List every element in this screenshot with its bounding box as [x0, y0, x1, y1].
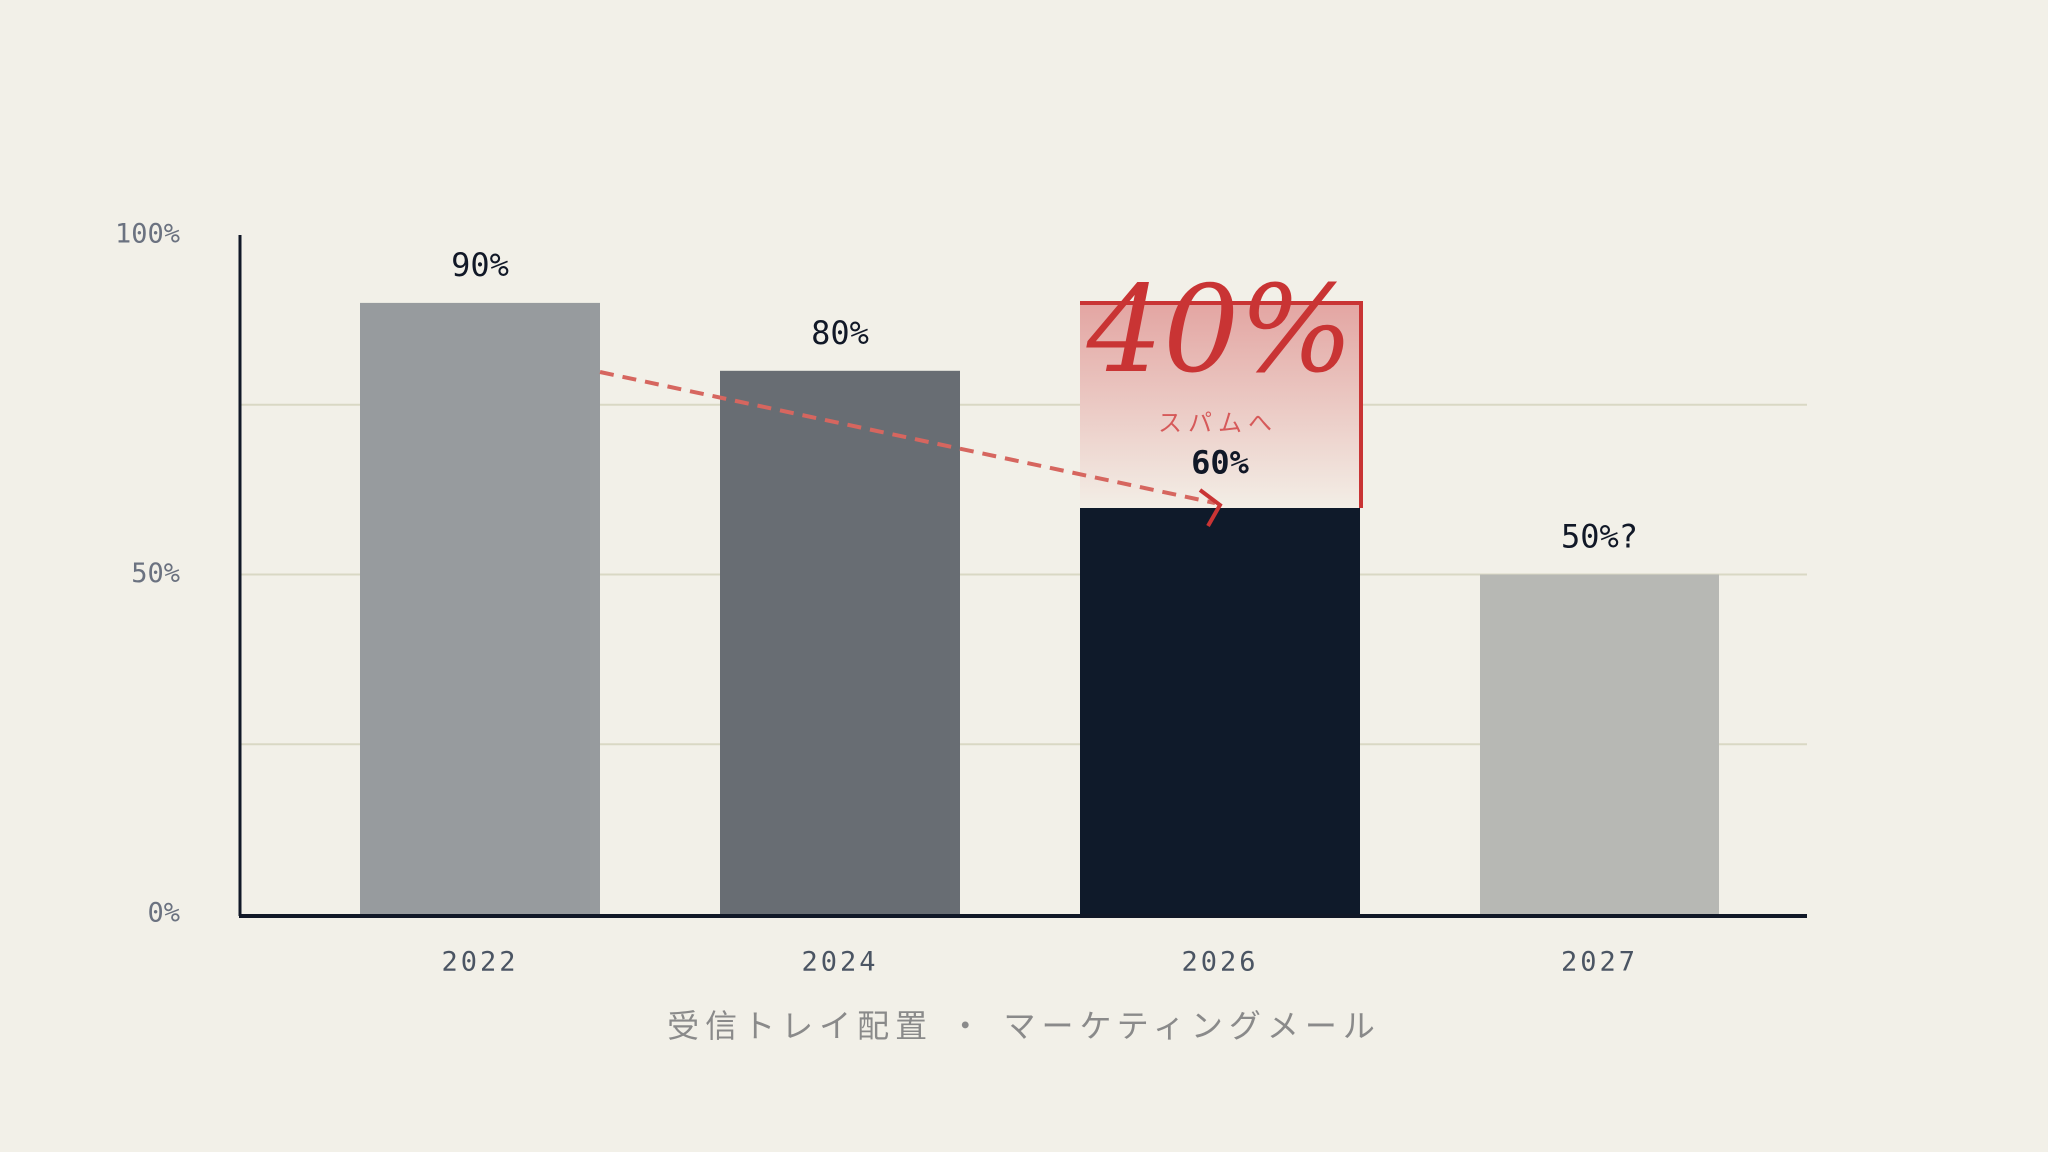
arrow-head [1198, 488, 1223, 527]
trend-arrow [599, 370, 1216, 505]
bar [1080, 506, 1360, 914]
x-tick-label: 2024 [801, 947, 878, 978]
spam-bracket [1080, 301, 1363, 508]
value-label: 50%? [1561, 518, 1638, 556]
x-tick-label: 2027 [1561, 947, 1638, 978]
x-tick-label: 2026 [1181, 947, 1258, 978]
spam-text: スパムへ [1158, 409, 1278, 437]
y-tick-label: 50% [131, 558, 180, 589]
value-label: 90% [451, 246, 509, 284]
spam-box [1080, 303, 1361, 508]
caption: 受信トレイ配置 ・ マーケティングメール [667, 1007, 1381, 1045]
bar [720, 370, 960, 914]
y-tick-label: 0% [147, 898, 180, 929]
bar [360, 302, 600, 914]
x-tick-label: 2022 [441, 947, 518, 978]
y-tick-label: 100% [115, 219, 180, 250]
value-label: 80% [811, 314, 869, 352]
value-label: 60% [1191, 444, 1250, 482]
bar [1480, 574, 1719, 914]
spam-value: 40% [1086, 261, 1354, 400]
